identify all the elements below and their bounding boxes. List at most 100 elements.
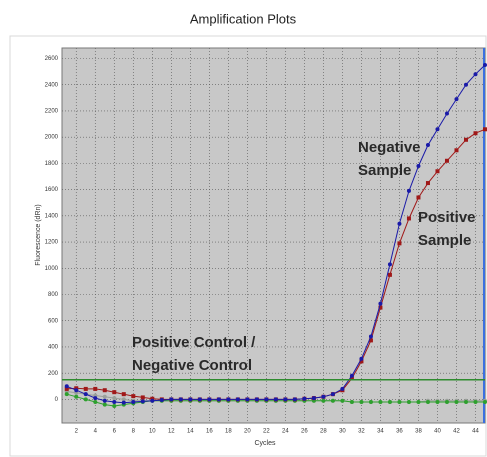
x-tick-label: 12: [168, 429, 175, 435]
y-tick-label: 1000: [45, 266, 59, 272]
data-point: [83, 392, 88, 397]
data-point: [74, 394, 79, 399]
data-point: [102, 394, 107, 399]
data-point: [121, 397, 126, 402]
data-point: [140, 399, 145, 404]
x-tick-label: 34: [377, 429, 384, 435]
annotation: Negative: [358, 139, 421, 156]
x-tick-label: 10: [149, 429, 156, 435]
data-point: [131, 394, 136, 399]
data-point: [102, 388, 107, 393]
data-point: [321, 398, 326, 403]
data-point: [112, 390, 117, 395]
data-point: [435, 400, 440, 405]
data-point: [454, 97, 459, 102]
data-point: [292, 397, 297, 402]
data-point: [416, 400, 421, 405]
data-point: [378, 400, 383, 405]
data-point: [283, 397, 288, 402]
x-tick-label: 42: [453, 429, 460, 435]
data-point: [359, 400, 364, 405]
data-point: [349, 376, 354, 381]
data-point: [140, 395, 145, 400]
x-tick-label: 36: [396, 429, 403, 435]
x-tick-label: 38: [415, 429, 422, 435]
data-point: [444, 111, 449, 116]
data-point: [397, 241, 402, 246]
data-point: [473, 400, 478, 405]
x-tick-label: 6: [113, 429, 117, 435]
data-point: [378, 305, 383, 310]
data-point: [83, 397, 88, 402]
data-point: [435, 127, 440, 132]
y-tick-label: 0: [55, 397, 59, 403]
y-axis-label: Fluorescence (dRn): [35, 204, 42, 265]
data-point: [131, 400, 136, 405]
y-tick-label: 2600: [45, 56, 59, 62]
data-point: [273, 397, 278, 402]
y-tick-label: 1600: [45, 187, 59, 193]
x-tick-label: 4: [94, 429, 98, 435]
data-point: [463, 137, 468, 142]
data-point: [473, 72, 478, 77]
data-point: [368, 400, 373, 405]
data-point: [368, 334, 373, 339]
data-point: [349, 373, 354, 378]
x-tick-label: 14: [187, 429, 194, 435]
data-point: [359, 356, 364, 361]
data-point: [226, 397, 231, 402]
data-point: [473, 131, 478, 136]
chart-title: Amplification Plots: [190, 11, 297, 26]
data-point: [302, 396, 307, 401]
x-tick-label: 30: [339, 429, 346, 435]
x-tick-label: 44: [472, 429, 479, 435]
data-point: [112, 396, 117, 401]
data-point: [74, 388, 79, 393]
x-tick-label: 20: [244, 429, 251, 435]
y-tick-label: 400: [48, 345, 59, 351]
data-point: [121, 400, 126, 405]
data-point: [321, 394, 326, 399]
y-tick-label: 800: [48, 292, 59, 298]
data-point: [425, 181, 430, 186]
annotation: Sample: [358, 162, 411, 179]
data-point: [425, 143, 430, 148]
data-point: [235, 397, 240, 402]
data-point: [406, 400, 411, 405]
annotation: Negative Control: [132, 357, 252, 374]
data-point: [435, 169, 440, 174]
data-point: [93, 386, 98, 391]
x-tick-label: 22: [263, 429, 270, 435]
annotation: Positive: [418, 209, 476, 226]
data-point: [378, 301, 383, 306]
data-point: [245, 397, 250, 402]
data-point: [93, 396, 98, 401]
data-point: [387, 400, 392, 405]
data-point: [254, 397, 259, 402]
x-tick-label: 2: [75, 429, 79, 435]
annotation: Sample: [418, 232, 471, 249]
data-point: [463, 82, 468, 87]
data-point: [387, 262, 392, 267]
data-point: [483, 127, 487, 132]
data-point: [483, 63, 487, 68]
y-tick-label: 600: [48, 318, 59, 324]
data-point: [64, 384, 69, 389]
x-tick-label: 28: [320, 429, 327, 435]
data-point: [330, 392, 335, 397]
data-point: [264, 397, 269, 402]
x-tick-label: 8: [132, 429, 136, 435]
data-point: [64, 392, 69, 397]
data-point: [197, 397, 202, 402]
data-point: [340, 398, 345, 403]
x-tick-label: 32: [358, 429, 365, 435]
data-point: [102, 402, 107, 407]
x-tick-label: 24: [282, 429, 289, 435]
x-tick-label: 40: [434, 429, 441, 435]
data-point: [330, 398, 335, 403]
x-tick-label: 18: [225, 429, 232, 435]
data-point: [406, 188, 411, 193]
y-tick-label: 1400: [45, 213, 59, 219]
data-point: [397, 221, 402, 226]
data-point: [349, 400, 354, 405]
